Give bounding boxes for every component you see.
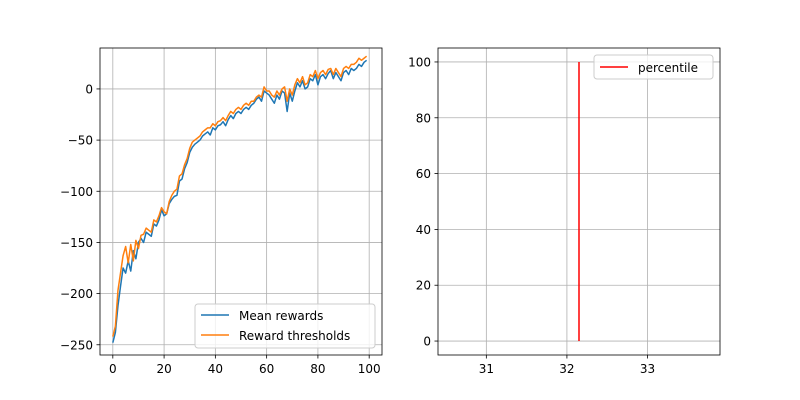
left-x-tick-label-0: 0 bbox=[109, 362, 117, 376]
right-axes-frame bbox=[437, 47, 721, 356]
left-y-ticks: −250 −200 −150 −100 −50 0 bbox=[60, 82, 100, 352]
left-axes-frame bbox=[99, 47, 383, 356]
left-x-tick-3: 60 bbox=[259, 355, 274, 376]
right-y-tick-label-1: 20 bbox=[416, 279, 431, 293]
left-y-tick-2: −150 bbox=[60, 236, 100, 250]
right-x-tick-0: 31 bbox=[479, 355, 494, 376]
right-chart: 31 32 33 0 20 40 60 80 100 percentile bbox=[408, 47, 721, 376]
left-series-layer bbox=[112, 55, 368, 343]
left-y-tick-label-4: −50 bbox=[68, 134, 93, 148]
right-y-ticks: 0 20 40 60 80 100 bbox=[408, 55, 438, 349]
left-y-tick-5: 0 bbox=[85, 82, 100, 96]
right-y-tick-2: 40 bbox=[416, 223, 438, 237]
right-x-tick-label-2: 33 bbox=[640, 362, 655, 376]
right-y-tick-5: 100 bbox=[408, 55, 438, 69]
right-x-tick-label-1: 32 bbox=[559, 362, 574, 376]
right-legend-box bbox=[593, 54, 714, 80]
left-y-tick-label-5: 0 bbox=[85, 82, 93, 96]
left-x-tick-label-4: 80 bbox=[310, 362, 325, 376]
left-x-ticks: 0 20 40 60 80 100 bbox=[109, 355, 381, 376]
left-y-tick-label-3: −100 bbox=[60, 185, 93, 199]
left-x-tick-label-1: 20 bbox=[156, 362, 171, 376]
left-x-tick-label-2: 40 bbox=[208, 362, 223, 376]
left-x-tick-label-3: 60 bbox=[259, 362, 274, 376]
left-y-tick-3: −100 bbox=[60, 185, 100, 199]
right-y-tick-label-4: 80 bbox=[416, 111, 431, 125]
left-legend: Mean rewards Reward thresholds bbox=[194, 303, 376, 349]
left-x-tick-4: 80 bbox=[310, 355, 326, 376]
legend-label-percentile: percentile bbox=[638, 61, 698, 75]
left-x-tick-1: 20 bbox=[156, 355, 172, 376]
left-x-tick-5: 100 bbox=[358, 355, 381, 376]
right-x-tick-label-0: 31 bbox=[479, 362, 494, 376]
left-legend-box bbox=[194, 303, 376, 349]
left-x-tick-label-5: 100 bbox=[358, 362, 381, 376]
right-x-tick-2: 33 bbox=[640, 355, 655, 376]
right-y-tick-label-3: 60 bbox=[416, 167, 431, 181]
left-y-tick-label-1: −200 bbox=[60, 287, 93, 301]
left-y-tick-4: −50 bbox=[68, 134, 100, 148]
legend-label-reward-thresholds: Reward thresholds bbox=[239, 329, 350, 343]
right-y-tick-label-0: 0 bbox=[423, 335, 431, 349]
left-x-tick-2: 40 bbox=[208, 355, 223, 376]
left-grid bbox=[100, 48, 382, 355]
right-y-tick-label-2: 40 bbox=[416, 223, 431, 237]
right-y-tick-0: 0 bbox=[423, 335, 438, 349]
legend-label-mean-rewards: Mean rewards bbox=[239, 309, 323, 323]
series-line-mean-rewards bbox=[112, 59, 368, 343]
left-y-tick-0: −250 bbox=[60, 338, 100, 352]
left-chart: 0 20 40 60 80 100 −250 −200 −150 −100 −50 0 Mean r… bbox=[60, 47, 383, 376]
right-x-tick-1: 32 bbox=[559, 355, 575, 376]
right-legend: percentile bbox=[593, 54, 714, 80]
right-x-ticks: 31 32 33 bbox=[479, 355, 655, 376]
right-y-tick-label-5: 100 bbox=[408, 55, 431, 69]
left-y-tick-1: −200 bbox=[60, 287, 100, 301]
left-y-tick-label-2: −150 bbox=[60, 236, 93, 250]
series-line-reward-thresholds bbox=[112, 55, 368, 337]
right-y-tick-4: 80 bbox=[416, 111, 438, 125]
right-y-tick-1: 20 bbox=[416, 279, 438, 293]
left-x-tick-0: 0 bbox=[109, 355, 117, 376]
left-y-tick-label-0: −250 bbox=[60, 338, 93, 352]
right-y-tick-3: 60 bbox=[416, 167, 438, 181]
